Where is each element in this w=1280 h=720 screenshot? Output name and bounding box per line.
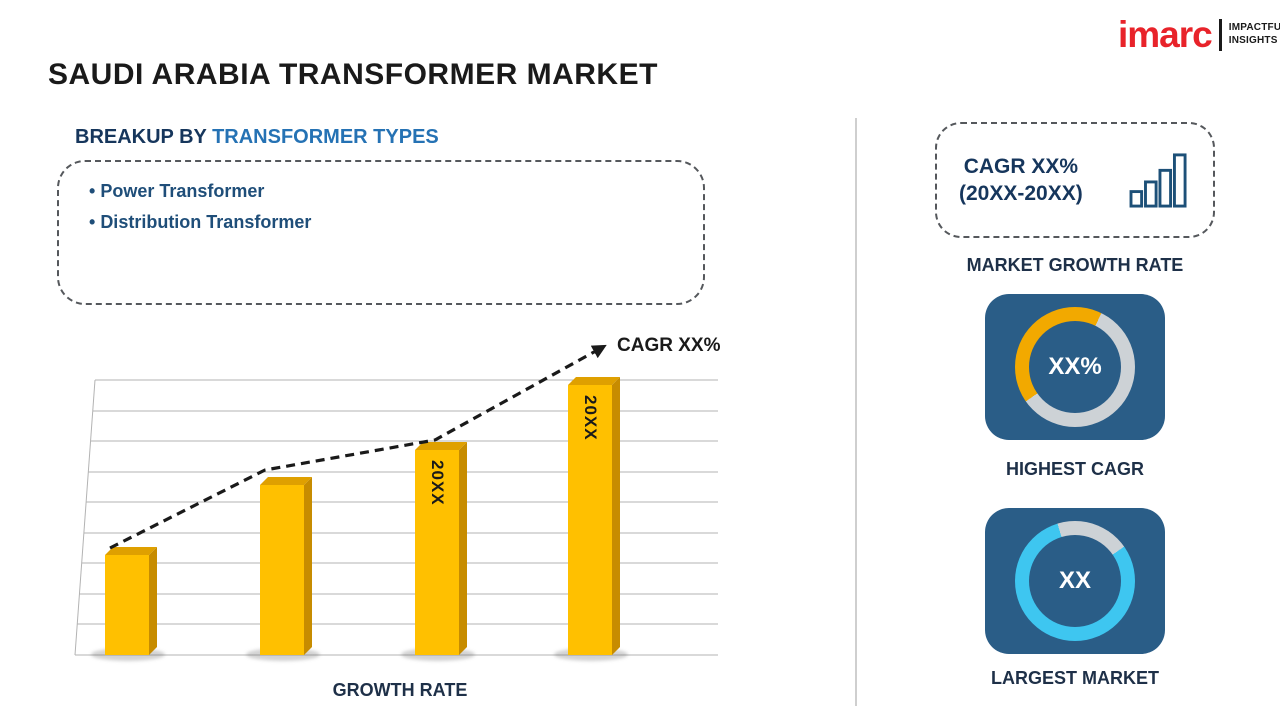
chart-grid: [74, 379, 718, 656]
largest-market-donut: XX: [1015, 521, 1135, 641]
section-heading: BREAKUP BY TRANSFORMER TYPES: [75, 126, 439, 149]
caption-market-growth-rate: MARKET GROWTH RATE: [966, 255, 1184, 275]
breakup-box: Power Transformer Distribution Transform…: [57, 160, 705, 305]
growth-box-line1: CAGR XX%: [963, 154, 1079, 178]
bar-label: 20XX: [428, 460, 447, 506]
bar-2: [260, 485, 304, 655]
highest-cagr-card: XX%: [985, 294, 1165, 440]
bar-3: 20XX: [415, 450, 459, 655]
donut-center: XX: [1029, 535, 1121, 627]
breakup-list: Power Transformer Distribution Transform…: [89, 176, 673, 237]
logo-tagline-line2: INSIGHTS: [1228, 34, 1278, 46]
page-title: SAUDI ARABIA TRANSFORMER MARKET: [48, 58, 658, 91]
donut-center: XX%: [1029, 321, 1121, 413]
x-axis-label: GROWTH RATE: [332, 680, 468, 700]
largest-market-card: XX: [985, 508, 1165, 654]
bar-chart: 20XX 20XX CAGR XX%: [65, 335, 735, 680]
list-item: Distribution Transformer: [89, 207, 673, 238]
highest-cagr-donut: XX%: [1015, 307, 1135, 427]
donut-center-label: XX: [1058, 567, 1091, 594]
trend-arrow: [109, 344, 607, 550]
growth-box-text: CAGR XX% (20XX-20XX): [959, 153, 1083, 208]
donut-center-label: XX%: [1048, 353, 1102, 380]
section-divider: [855, 118, 857, 706]
imarc-logo: imarc IMPACTFUL INSIGHTS: [1118, 16, 1280, 53]
logo-brand: imarc: [1118, 14, 1213, 55]
caption-largest-market: LARGEST MARKET: [991, 668, 1159, 688]
market-growth-box: CAGR XX% (20XX-20XX): [935, 122, 1215, 238]
logo-tagline: IMPACTFUL INSIGHTS: [1229, 22, 1280, 47]
list-item: Power Transformer: [89, 176, 673, 207]
section-heading-highlight: TRANSFORMER TYPES: [212, 126, 439, 148]
logo-tagline-line1: IMPACTFUL: [1228, 22, 1280, 33]
section-heading-prefix: BREAKUP BY: [75, 126, 213, 148]
bar-label: 20XX: [581, 395, 600, 441]
bar-chart-icon: [1129, 153, 1187, 208]
logo-separator: [1218, 18, 1222, 51]
bar-1: [105, 555, 149, 655]
caption-highest-cagr: HIGHEST CAGR: [1005, 459, 1144, 479]
trend-label: CAGR XX%: [617, 335, 721, 356]
bar-4: 20XX: [568, 385, 612, 655]
growth-box-line2: (20XX-20XX): [959, 182, 1083, 205]
